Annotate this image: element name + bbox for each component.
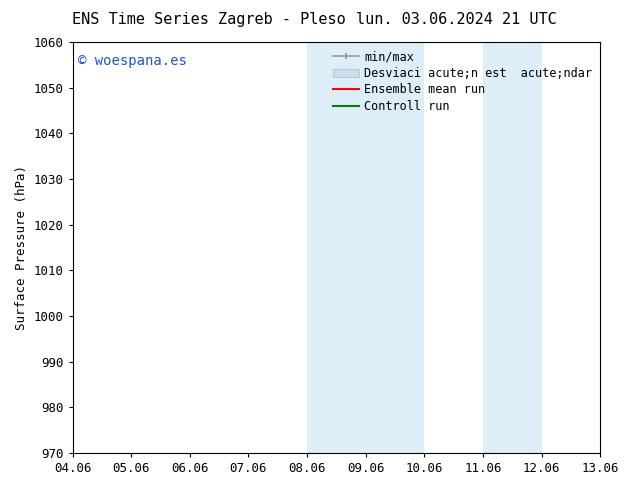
Bar bbox=[307, 42, 424, 453]
Bar bbox=[483, 42, 541, 453]
Legend: min/max, Desviaci acute;n est  acute;ndar, Ensemble mean run, Controll run: min/max, Desviaci acute;n est acute;ndar… bbox=[331, 48, 594, 115]
Text: lun. 03.06.2024 21 UTC: lun. 03.06.2024 21 UTC bbox=[356, 12, 557, 27]
Text: © woespana.es: © woespana.es bbox=[78, 54, 187, 69]
Text: ENS Time Series Zagreb - Pleso: ENS Time Series Zagreb - Pleso bbox=[72, 12, 346, 27]
Y-axis label: Surface Pressure (hPa): Surface Pressure (hPa) bbox=[15, 165, 28, 330]
